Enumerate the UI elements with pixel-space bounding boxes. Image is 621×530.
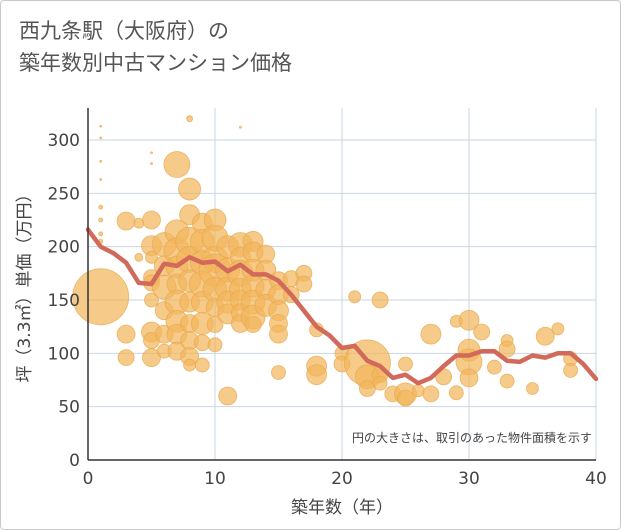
average-price-line xyxy=(85,227,599,386)
bubble-point xyxy=(116,324,136,344)
axes: 0 10 20 30 40 0 50 100 150 200 250 300 xyxy=(48,108,607,489)
bubble-point xyxy=(98,204,104,210)
bubble-point xyxy=(150,162,153,165)
bubble-point xyxy=(99,136,103,140)
y-axis-title: 坪（3.3㎡）単価（万円） xyxy=(15,185,35,382)
bubble-point xyxy=(218,386,238,406)
x-tick-label: 40 xyxy=(585,469,607,489)
bubble-point xyxy=(244,316,262,333)
y-tick-label: 300 xyxy=(48,131,80,151)
title-line-2: 築年数別中古マンション価格 xyxy=(19,51,292,75)
bubble-point xyxy=(134,252,144,262)
bubble-point xyxy=(448,385,464,401)
bubble-point xyxy=(150,151,153,155)
bubble-point xyxy=(306,364,328,386)
bubble-point xyxy=(371,291,389,309)
x-tick-label: 20 xyxy=(331,469,353,489)
bubble-point xyxy=(348,290,362,304)
x-tick-label: 10 xyxy=(204,469,226,489)
bubble-point xyxy=(486,359,502,375)
bubble-point xyxy=(411,384,425,398)
x-tick-label: 30 xyxy=(458,469,480,489)
bubble-point xyxy=(551,322,565,336)
y-tick-label: 50 xyxy=(58,398,80,418)
bubble-point xyxy=(99,178,103,181)
title-line-1: 西九条駅（大阪府）の xyxy=(19,19,229,43)
bubble-point xyxy=(498,340,516,358)
bubble-point xyxy=(398,356,413,372)
chart-title: 西九条駅（大阪府）の 築年数別中古マンション価格 xyxy=(19,15,292,79)
bubble-point xyxy=(422,385,440,403)
bubble-point xyxy=(420,323,442,345)
bubble-point xyxy=(499,373,515,389)
bubble-point xyxy=(295,275,313,293)
bubble-point xyxy=(72,268,130,326)
y-tick-label: 150 xyxy=(48,291,80,311)
bubble-point xyxy=(145,250,158,264)
bubble-point xyxy=(183,358,197,372)
bubble-series xyxy=(72,115,578,407)
bubble-point xyxy=(194,357,210,373)
bubble-point xyxy=(459,368,479,388)
y-tick-label: 0 xyxy=(69,451,80,471)
bubble-point xyxy=(207,337,223,353)
y-tick-label: 250 xyxy=(48,184,80,204)
bubble-point xyxy=(116,211,136,231)
bubble-point xyxy=(238,125,242,129)
bubble-point xyxy=(163,151,191,178)
annotation-note: 円の大きさは、取引のあった物件面積を示す xyxy=(352,430,592,445)
bubble-point xyxy=(99,124,103,128)
bubble-point xyxy=(206,316,224,333)
x-axis-title: 築年数（年） xyxy=(291,498,393,518)
bubble-point xyxy=(269,324,288,344)
bubble-point xyxy=(397,389,414,407)
bubble-point xyxy=(473,323,491,341)
bubble-point xyxy=(535,326,555,346)
bubble-point xyxy=(117,349,135,367)
bubble-point xyxy=(372,375,388,391)
bubble-point xyxy=(99,159,103,163)
bubble-point xyxy=(186,115,194,123)
bubble-point xyxy=(142,210,161,230)
bubble-point xyxy=(458,309,480,331)
bubble-point xyxy=(563,362,578,378)
bubble-point xyxy=(526,382,539,395)
bubble-point xyxy=(144,292,159,308)
bubble-point xyxy=(98,231,104,237)
bubble-point xyxy=(271,365,286,380)
x-tick-label: 0 xyxy=(83,469,94,489)
y-tick-label: 200 xyxy=(48,238,80,258)
bubble-point xyxy=(98,217,104,223)
bubble-point xyxy=(178,177,202,201)
bubble-point xyxy=(193,334,211,352)
y-tick-label: 100 xyxy=(48,344,80,364)
average-line-series xyxy=(85,227,599,386)
